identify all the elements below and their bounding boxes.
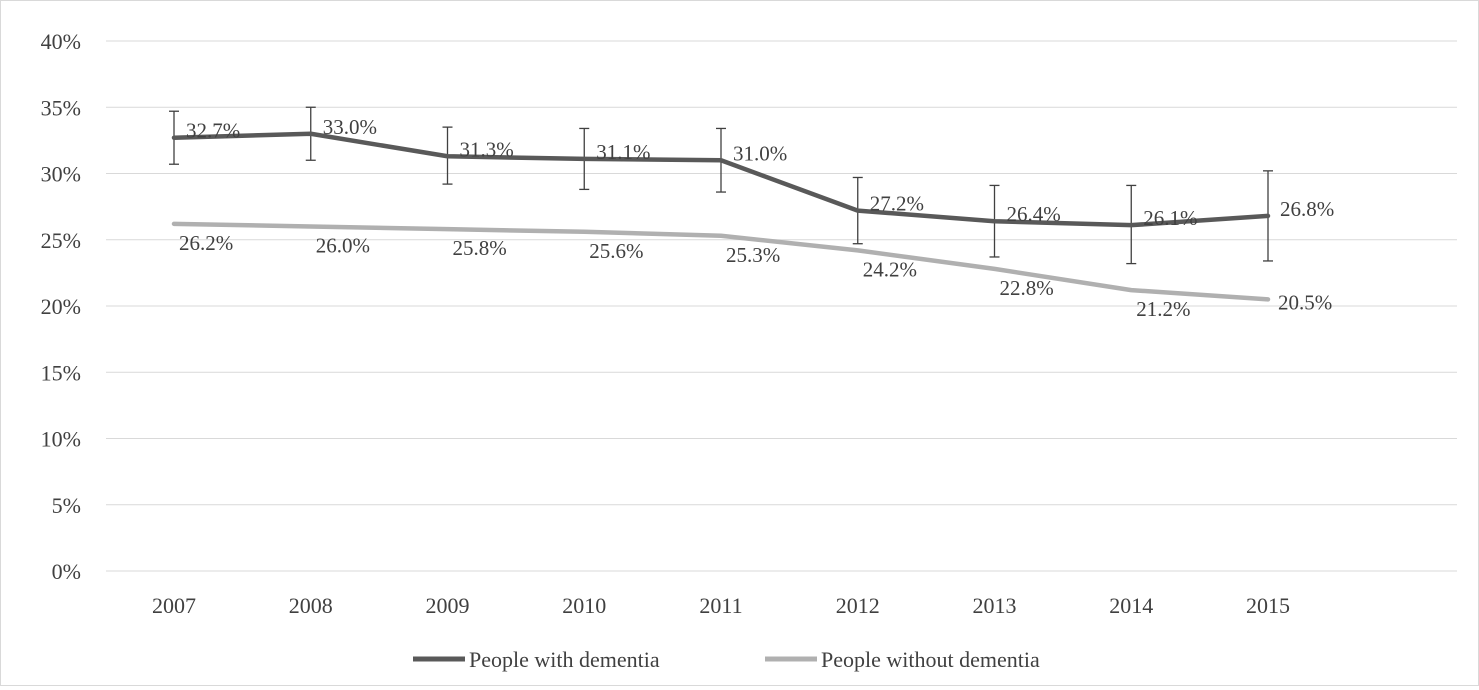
legend-label-without-dementia: People without dementia: [821, 647, 1040, 672]
x-tick-label: 2014: [1109, 593, 1153, 618]
x-tick-label: 2015: [1246, 593, 1290, 618]
data-label-with-dementia: 31.3%: [460, 137, 514, 161]
y-tick-label: 15%: [41, 360, 81, 385]
data-label-with-dementia: 26.8%: [1280, 197, 1334, 221]
y-axis: 0% 5% 10% 15% 20% 25% 30% 35% 40%: [41, 29, 81, 584]
data-label-with-dementia: 33.0%: [323, 115, 377, 139]
x-tick-label: 2011: [699, 593, 742, 618]
data-labels: 32.7% 33.0% 31.3% 31.1% 31.0% 27.2% 26.4% 26.1%…: [179, 115, 1334, 321]
x-tick-label: 2009: [426, 593, 470, 618]
x-tick-label: 2012: [836, 593, 880, 618]
data-label-without-dementia: 25.6%: [589, 239, 643, 263]
series-line-with-dementia: [171, 131, 1271, 228]
data-label-without-dementia: 20.5%: [1278, 290, 1332, 314]
y-tick-label: 30%: [41, 162, 81, 187]
series-lines: [171, 131, 1271, 302]
data-label-without-dementia: 22.8%: [1000, 276, 1054, 300]
y-tick-label: 5%: [52, 493, 81, 518]
y-tick-label: 40%: [41, 29, 81, 54]
data-label-with-dementia: 26.1%: [1143, 206, 1197, 230]
x-tick-label: 2013: [973, 593, 1017, 618]
gridlines: [106, 40, 1457, 572]
data-label-without-dementia: 21.2%: [1136, 297, 1190, 321]
data-label-without-dementia: 25.3%: [726, 243, 780, 267]
data-label-with-dementia: 31.0%: [733, 141, 787, 165]
y-tick-label: 0%: [52, 559, 81, 584]
data-label-with-dementia: 26.4%: [1007, 202, 1061, 226]
data-label-with-dementia: 31.1%: [596, 140, 650, 164]
x-axis: 2007 2008 2009 2010 2011 2012 2013 2014 2015: [152, 593, 1290, 618]
data-label-without-dementia: 26.2%: [179, 231, 233, 255]
x-tick-label: 2008: [289, 593, 333, 618]
series-line-without-dementia: [171, 221, 1271, 302]
y-tick-label: 20%: [41, 294, 81, 319]
legend: People with dementia People without deme…: [413, 647, 1040, 672]
data-label-without-dementia: 26.0%: [316, 234, 370, 258]
y-tick-label: 25%: [41, 228, 81, 253]
y-tick-label: 35%: [41, 95, 81, 120]
legend-label-with-dementia: People with dementia: [469, 647, 660, 672]
data-label-with-dementia: 27.2%: [870, 192, 924, 216]
data-label-with-dementia: 32.7%: [186, 119, 240, 143]
x-tick-label: 2007: [152, 593, 196, 618]
y-tick-label: 10%: [41, 427, 81, 452]
x-tick-label: 2010: [562, 593, 606, 618]
data-label-without-dementia: 24.2%: [863, 257, 917, 281]
data-label-without-dementia: 25.8%: [453, 236, 507, 260]
